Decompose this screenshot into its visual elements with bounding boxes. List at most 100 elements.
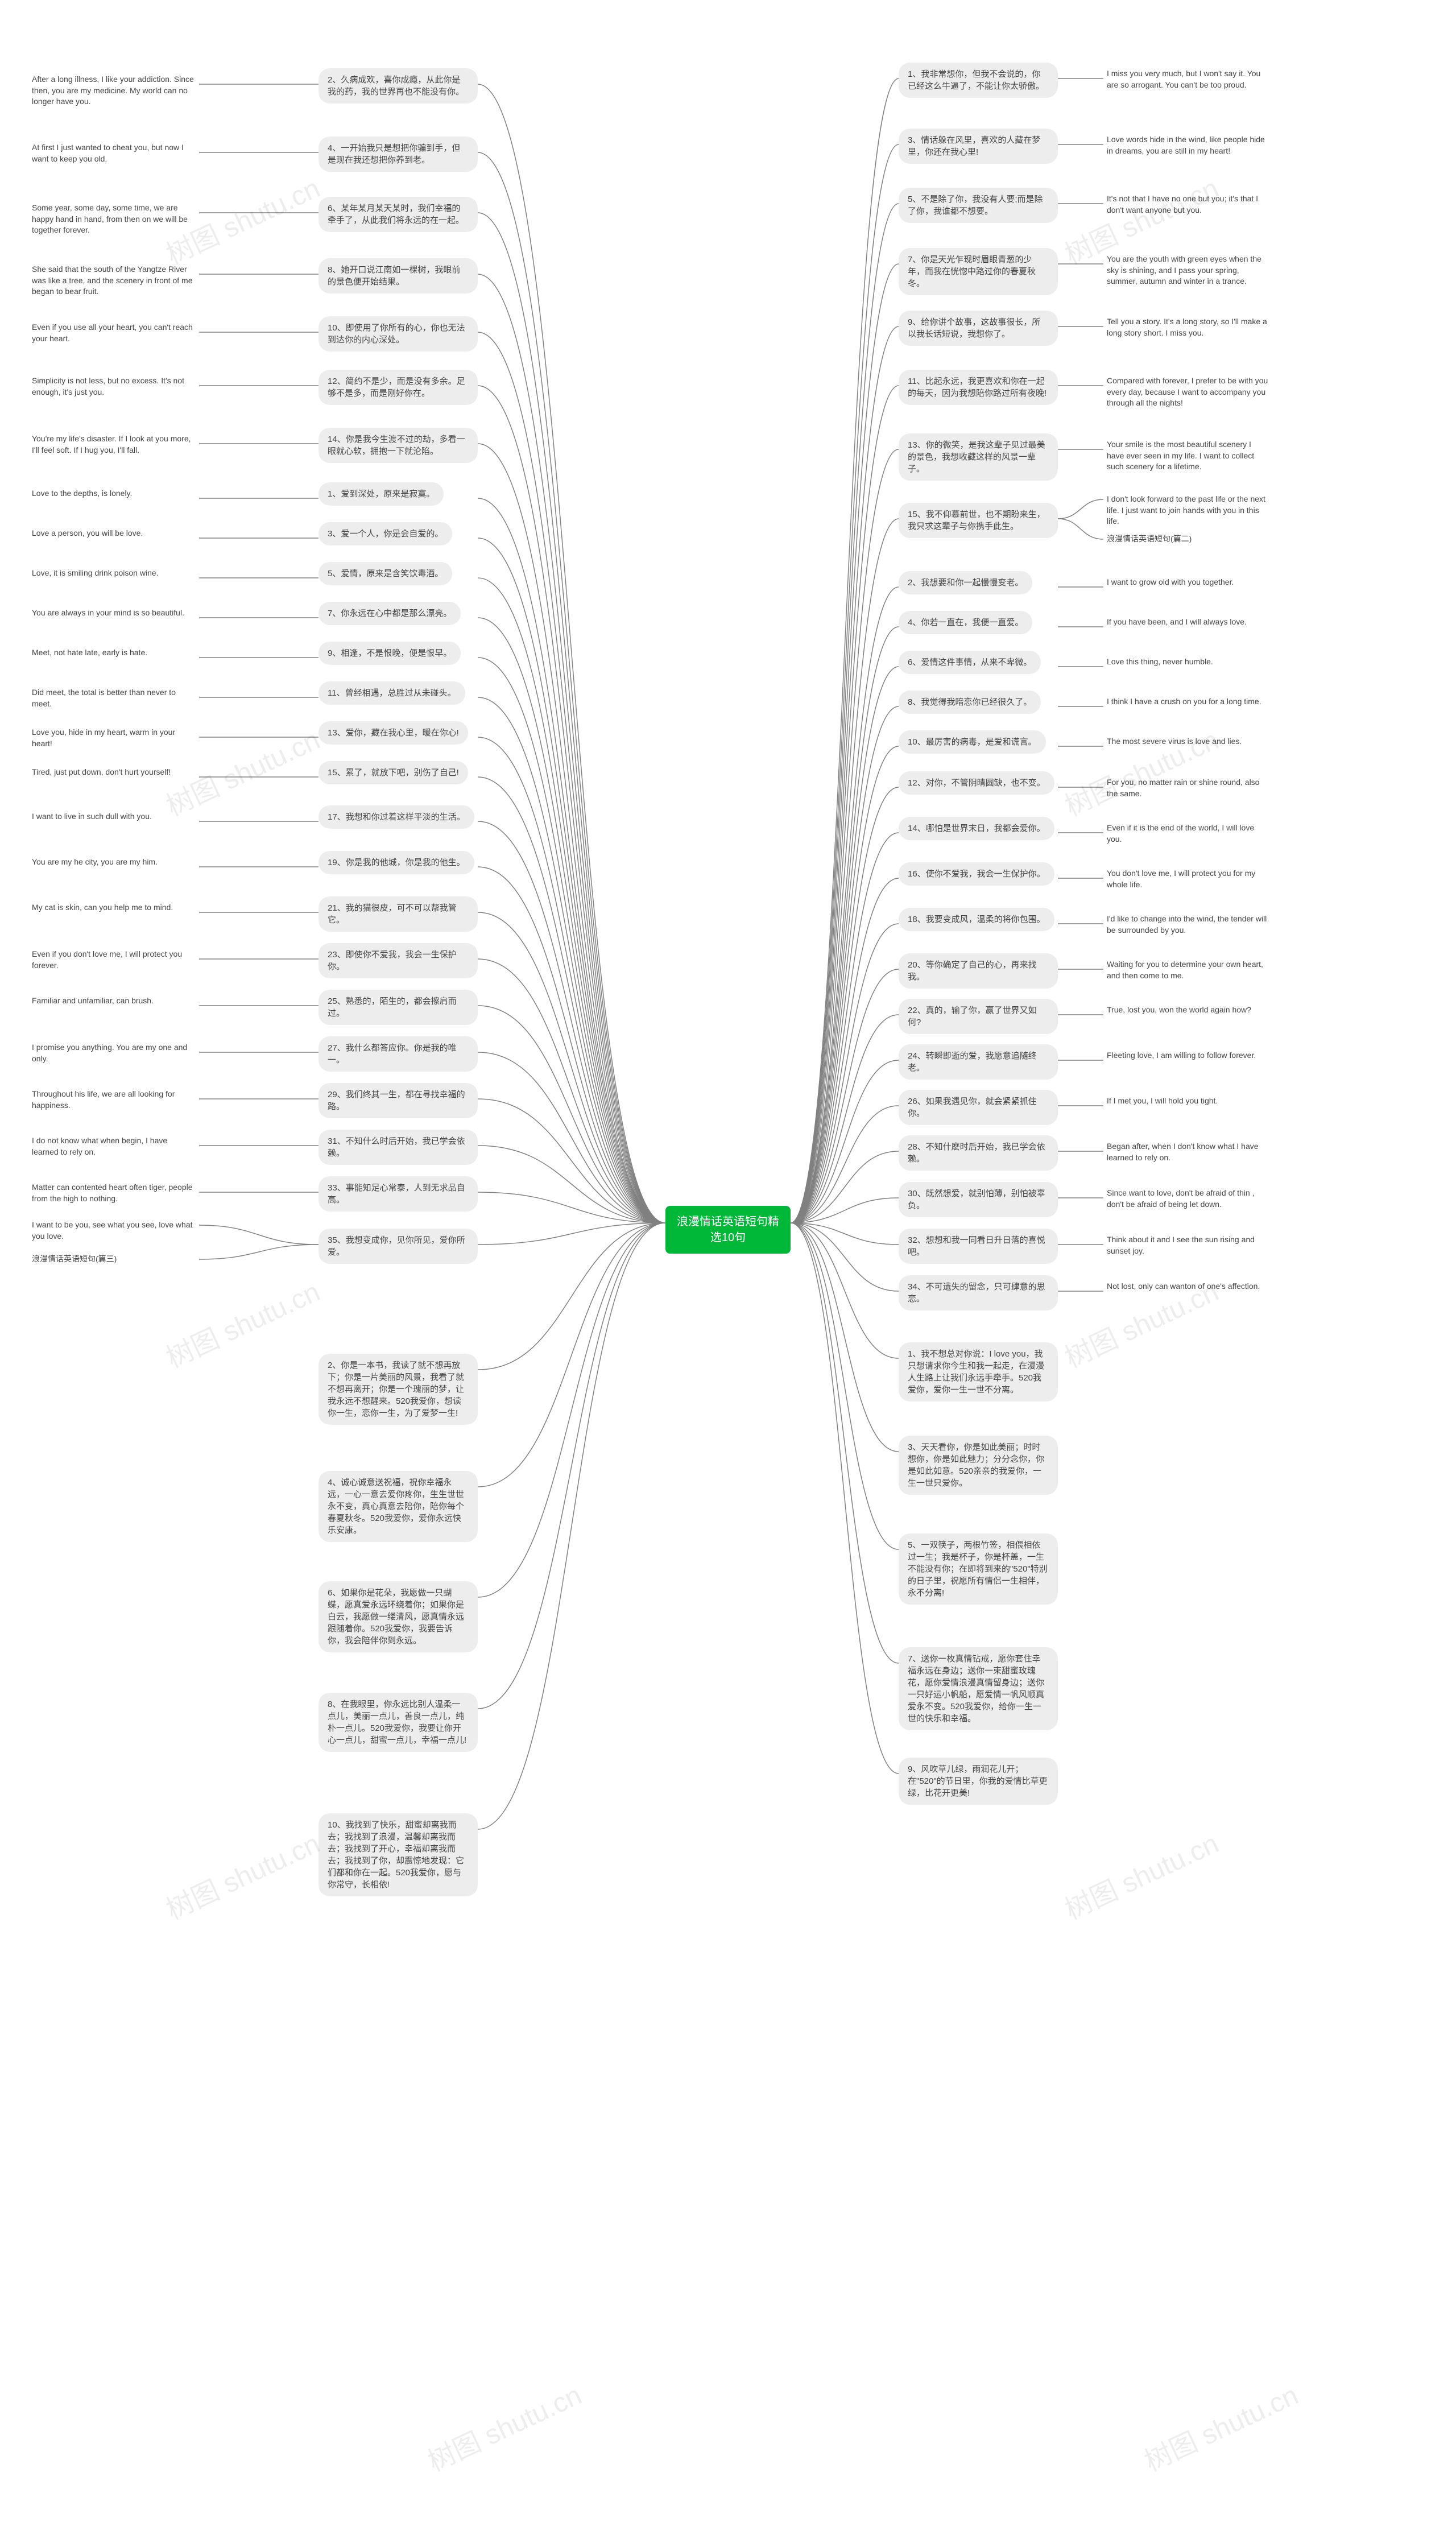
left-node-23: 33、事能知足心常泰，人到无求品自高。 (318, 1176, 478, 1212)
right-leaf-21: Began after, when I don't know what I ha… (1103, 1139, 1274, 1165)
right-leaf-4: Tell you a story. It's a long story, so … (1103, 314, 1274, 341)
right-node-20: 26、如果我遇见你，就会紧紧抓住你。 (899, 1090, 1058, 1125)
right-node-19: 24、转瞬即逝的爱，我愿意追随终老。 (899, 1044, 1058, 1080)
right-leaf-16: I'd like to change into the wind, the te… (1103, 911, 1274, 938)
left-node-16: 19、你是我的他城，你是我的他生。 (318, 851, 474, 874)
right-leaf-12: The most severe virus is love and lies. (1103, 734, 1245, 750)
left-node-14: 15、累了，就放下吧，别伤了自己! (318, 761, 468, 784)
left-leaf-13: Love you, hide in my heart, warm in your… (28, 725, 199, 751)
right-node-5: 11、比起永远，我更喜欢和你在一起的每天，因为我想陪你路过所有夜晚! (899, 370, 1058, 405)
right-leaf-17: Waiting for you to determine your own he… (1103, 957, 1274, 983)
left-leaf-24-0: I want to be you, see what you see, love… (28, 1217, 199, 1244)
left-leaf-15: I want to live in such dull with you. (28, 809, 155, 825)
left-leaf-1: At first I just wanted to cheat you, but… (28, 140, 199, 167)
left-node-29: 10、我找到了快乐，甜蜜却离我而去；我找到了浪漫，温馨却离我而去；我找到了开心，… (318, 1813, 478, 1896)
right-node-25: 1、我不想总对你说：I love you，我只想请求你今生和我一起走，在漫漫人生… (899, 1342, 1058, 1402)
left-leaf-23: Matter can contented heart often tiger, … (28, 1180, 199, 1206)
right-node-2: 5、不是除了你，我没有人要;而是除了你，我谁都不想要。 (899, 188, 1058, 223)
left-leaf-2: Some year, some day, some time, we are h… (28, 200, 199, 238)
left-node-1: 4、一开始我只是想把你骗到手，但是现在我还想把你养到老。 (318, 137, 478, 172)
left-leaf-21: Throughout his life, we are all looking … (28, 1086, 199, 1113)
right-leaf-9: If you have been, and I will always love… (1103, 614, 1250, 630)
right-node-14: 14、哪怕是世界末日，我都会爱你。 (899, 817, 1054, 840)
left-node-6: 14、你是我今生渡不过的劫，多看一眼就心软，拥抱一下就沦陷。 (318, 428, 478, 463)
left-node-27: 6、如果你是花朵，我愿做一只蝴蝶，愿真爱永远环绕着你；如果你是白云，我愿做一缕清… (318, 1581, 478, 1652)
right-node-12: 10、最厉害的病毒，是爱和谎言。 (899, 730, 1046, 754)
watermark: 树图 shutu.cn (1057, 1821, 1224, 1927)
right-leaf-18: True, lost you, won the world again how? (1103, 1002, 1255, 1018)
left-node-21: 29、我们终其一生，都在寻找幸福的路。 (318, 1083, 478, 1118)
left-node-13: 13、爱你，藏在我心里，暖在你心! (318, 721, 468, 745)
watermark: 树图 shutu.cn (159, 1821, 325, 1927)
right-node-10: 6、爱情这件事情，从来不卑微。 (899, 651, 1041, 674)
right-node-3: 7、你是天光乍现时眉眼青葱的少年，而我在恍惚中路过你的春夏秋冬。 (899, 248, 1058, 295)
left-node-4: 10、即使用了你所有的心，你也无法到达你的内心深处。 (318, 316, 478, 352)
left-node-17: 21、我的猫很皮，可不可以帮我管它。 (318, 896, 478, 932)
right-node-15: 16、使你不爱我，我会一生保护你。 (899, 862, 1054, 886)
right-node-27: 5、一双筷子，两根竹签，相偎相依过一生；我是杯子，你是杯盖，一生不能没有你；在即… (899, 1533, 1058, 1605)
watermark: 树图 shutu.cn (420, 2373, 587, 2479)
left-node-10: 7、你永远在心中都是那么漂亮。 (318, 602, 461, 625)
right-node-26: 3、天天看你，你是如此美丽；时时想你，你是如此魅力；分分念你，你是如此如意。52… (899, 1436, 1058, 1495)
left-node-25: 2、你是一本书，我读了就不想再放下；你是一片美丽的风景，我看了就不想再离开；你是… (318, 1354, 478, 1425)
right-node-8: 2、我想要和你一起慢慢变老。 (899, 571, 1032, 594)
left-leaf-24-1: 浪漫情话英语短句(篇三) (28, 1251, 120, 1267)
watermark: 树图 shutu.cn (159, 1270, 325, 1375)
right-node-21: 28、不知什麽时后开始，我已学会依赖。 (899, 1135, 1058, 1171)
left-node-26: 4、诚心诚意送祝福，祝你幸福永远，一心一意去爱你疼你，生生世世永不变，真心真意去… (318, 1471, 478, 1542)
right-leaf-15: You don't love me, I will protect you fo… (1103, 866, 1274, 892)
right-leaf-7-0: I don't look forward to the past life or… (1103, 491, 1274, 530)
right-leaf-0: I miss you very much, but I won't say it… (1103, 66, 1274, 93)
right-leaf-2: It's not that I have no one but you; it'… (1103, 191, 1274, 218)
left-node-18: 23、即使你不爱我，我会一生保护你。 (318, 943, 478, 978)
left-node-7: 1、爱到深处，原来是寂寞。 (318, 482, 444, 506)
left-leaf-8: Love a person, you will be love. (28, 526, 146, 541)
watermark: 树图 shutu.cn (1137, 2373, 1304, 2479)
left-leaf-5: Simplicity is not less, but no excess. I… (28, 373, 199, 400)
right-node-23: 32、想想和我一同看日升日落的喜悦吧。 (899, 1229, 1058, 1264)
left-node-22: 31、不知什么时后开始，我已学会依赖。 (318, 1130, 478, 1165)
left-node-3: 8、她开口说江南如一棵树，我眼前的景色便开始结果。 (318, 258, 478, 293)
left-node-11: 9、相逢，不是恨晚，便是恨早。 (318, 642, 461, 665)
right-leaf-24: Not lost, only can wanton of one's affec… (1103, 1279, 1263, 1295)
right-leaf-13: For you, no matter rain or shine round, … (1103, 775, 1274, 801)
left-leaf-9: Love, it is smiling drink poison wine. (28, 565, 162, 581)
right-leaf-1: Love words hide in the wind, like people… (1103, 132, 1274, 159)
left-node-12: 11、曾经相遇，总胜过从未碰头。 (318, 681, 465, 705)
left-node-19: 25、熟悉的，陌生的，都会擦肩而过。 (318, 990, 478, 1025)
right-leaf-6: Your smile is the most beautiful scenery… (1103, 437, 1274, 475)
right-node-16: 18、我要变成风，温柔的将你包围。 (899, 908, 1054, 931)
left-leaf-19: Familiar and unfamiliar, can brush. (28, 993, 157, 1009)
right-leaf-11: I think I have a crush on you for a long… (1103, 694, 1265, 710)
left-node-15: 17、我想和你过着这样平淡的生活。 (318, 805, 474, 829)
left-leaf-0: After a long illness, I like your addict… (28, 72, 199, 110)
left-leaf-12: Did meet, the total is better than never… (28, 685, 199, 712)
left-node-8: 3、爱一个人，你是会自爱的。 (318, 522, 452, 545)
left-leaf-7: Love to the depths, is lonely. (28, 486, 135, 502)
right-node-11: 8、我觉得我暗恋你已经很久了。 (899, 691, 1041, 714)
right-leaf-10: Love this thing, never humble. (1103, 654, 1217, 670)
left-leaf-22: I do not know what when begin, I have le… (28, 1133, 199, 1160)
left-leaf-11: Meet, not hate late, early is hate. (28, 645, 151, 661)
left-node-20: 27、我什么都答应你。你是我的唯一。 (318, 1036, 478, 1072)
right-node-24: 34、不可遗失的留念，只可肆意的思恋。 (899, 1275, 1058, 1311)
right-node-4: 9、给你讲个故事，这故事很长，所以我长话短说，我想你了。 (899, 311, 1058, 346)
right-node-29: 9、风吹草儿绿，雨润花儿开；在"520"的节日里，你我的爱情比草更绿，比花开更美… (899, 1758, 1058, 1805)
left-node-28: 8、在我眼里，你永远比别人温柔一点儿，美丽一点儿，善良一点儿，纯朴一点儿。520… (318, 1693, 478, 1752)
left-leaf-10: You are always in your mind is so beauti… (28, 605, 188, 621)
left-leaf-18: Even if you don't love me, I will protec… (28, 946, 199, 973)
left-leaf-6: You're my life's disaster. If I look at … (28, 431, 199, 458)
right-leaf-5: Compared with forever, I prefer to be wi… (1103, 373, 1274, 411)
left-node-2: 6、某年某月某天某时，我们幸福的牵手了，从此我们将永远的在一起。 (318, 197, 478, 232)
right-node-9: 4、你若一直在，我便一直爱。 (899, 611, 1032, 634)
right-node-28: 7、送你一枚真情钻戒，愿你套住幸福永远在身边；送你一束甜蜜玫瑰花，愿你爱情浪漫真… (899, 1647, 1058, 1730)
left-leaf-16: You are my he city, you are my him. (28, 854, 161, 870)
right-leaf-19: Fleeting love, I am willing to follow fo… (1103, 1048, 1259, 1064)
right-leaf-22: Since want to love, don't be afraid of t… (1103, 1185, 1274, 1212)
right-leaf-3: You are the youth with green eyes when t… (1103, 251, 1274, 290)
right-node-0: 1、我非常想你，但我不会说的，你已经这么牛逼了，不能让你太骄傲。 (899, 63, 1058, 98)
right-node-18: 22、真的，输了你，赢了世界又如何? (899, 999, 1058, 1034)
left-node-5: 12、简约不是少，而是没有多余。足够不是多，而是刚好你在。 (318, 370, 478, 405)
center-node: 浪漫情话英语短句精选10句 (665, 1206, 791, 1254)
left-leaf-17: My cat is skin, can you help me to mind. (28, 900, 176, 916)
